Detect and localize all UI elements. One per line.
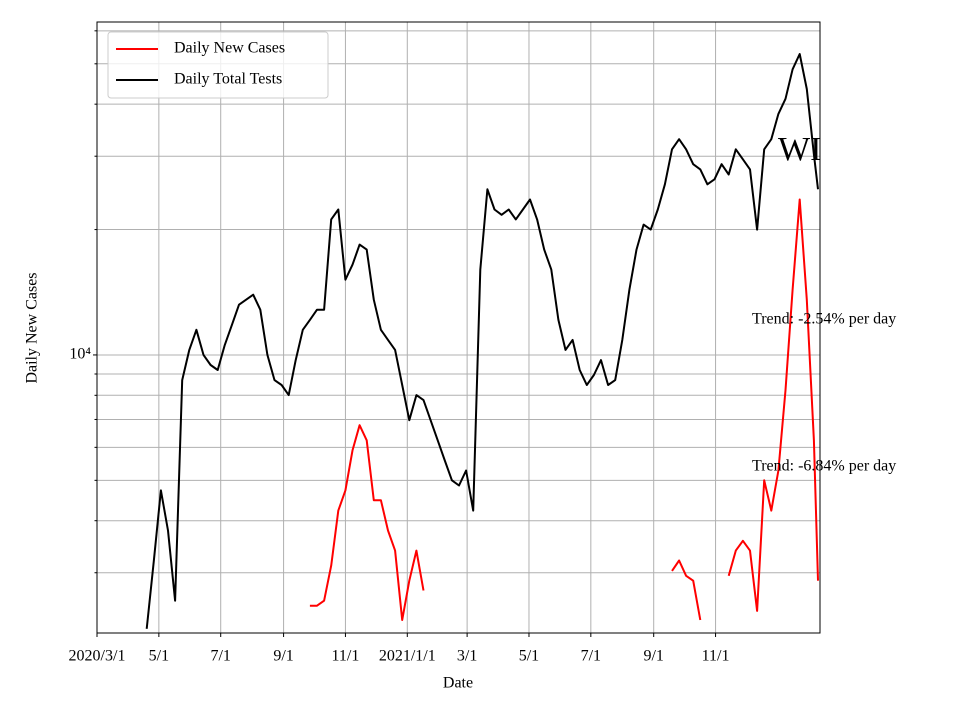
plot-lines bbox=[145, 53, 819, 629]
x-tick-label: 2020/3/1 bbox=[69, 648, 126, 665]
x-tick-label: 5/1 bbox=[149, 648, 169, 665]
legend-label: Daily Total Tests bbox=[174, 71, 282, 88]
x-tick-label: 2021/1/1 bbox=[379, 648, 436, 665]
y-tick-label: 10⁴ bbox=[69, 346, 91, 363]
x-tick-label: 11/1 bbox=[702, 648, 730, 665]
legend-label: Daily New Cases bbox=[174, 40, 285, 57]
x-tick-label: 3/1 bbox=[457, 648, 477, 665]
x-axis-label: Date bbox=[443, 675, 473, 692]
x-tick-label: 7/1 bbox=[581, 648, 601, 665]
series-line bbox=[145, 53, 819, 629]
x-tick-label: 7/1 bbox=[210, 648, 230, 665]
x-tick-label: 11/1 bbox=[332, 648, 360, 665]
x-tick-label: 9/1 bbox=[643, 648, 663, 665]
annotation: Trend: -6.84% per day bbox=[752, 458, 896, 475]
axes-frame bbox=[96, 21, 821, 634]
annotation: Trend: -2.54% per day bbox=[752, 311, 896, 328]
legend: Daily New Cases Daily Total Tests bbox=[107, 31, 329, 99]
x-tick-label: 5/1 bbox=[519, 648, 539, 665]
annotation: WI bbox=[778, 131, 821, 168]
legend-box bbox=[107, 31, 329, 99]
x-tick-label: 9/1 bbox=[273, 648, 293, 665]
y-axis-label: Daily New Cases bbox=[24, 272, 41, 383]
series-line bbox=[309, 198, 819, 621]
